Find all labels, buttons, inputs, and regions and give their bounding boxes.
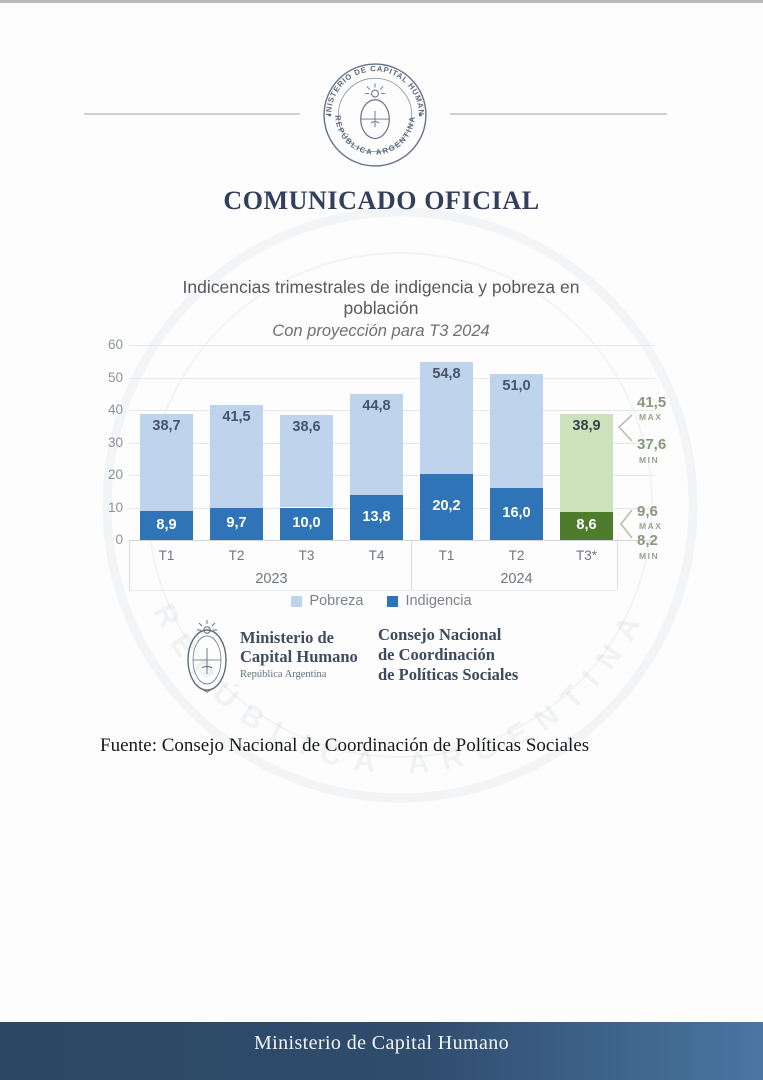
ministry-subline: República Argentina [240, 669, 327, 680]
axis-band-divider [617, 541, 618, 590]
indigencia-value-label: 13,8 [362, 508, 391, 525]
indigencia-value-label: 10,0 [292, 514, 321, 531]
x-axis-quarter-label: T3 [298, 548, 315, 563]
indigencia-bar-segment [350, 495, 403, 540]
legend-swatch-icon [291, 595, 303, 607]
legend-label: Pobreza [309, 593, 364, 609]
council-name-line3: de Políticas Sociales [378, 665, 519, 684]
pobreza-bar-segment [210, 405, 263, 509]
gridline [129, 345, 655, 346]
indigencia-bar-segment [140, 511, 193, 540]
header-rule-right [450, 113, 667, 115]
footer-bar: Ministerio de Capital Humano [0, 1022, 763, 1080]
legend-label: Indigencia [405, 593, 472, 609]
pobreza-bar-segment [140, 414, 193, 512]
indigencia-bar-segment [560, 512, 613, 540]
footer-title: Ministerio de Capital Humano [253, 1032, 510, 1054]
annotation-max-value: 9,6 [637, 503, 658, 520]
legend-swatch-icon [387, 595, 399, 607]
ministry-name-line1: Ministerio de [240, 628, 334, 647]
indigencia-value-label: 9,7 [226, 515, 247, 532]
total-value-label: 38,7 [152, 418, 181, 435]
annotation-max-tag: MAX [639, 412, 663, 422]
x-axis-quarter-label: T2 [228, 548, 245, 563]
pobreza-bar-segment [490, 374, 543, 488]
y-axis-tick-label: 20 [107, 467, 123, 482]
top-border [0, 0, 763, 3]
axis-band-divider [129, 541, 130, 590]
chart-header: Indicencias trimestrales de indigencia y… [151, 277, 611, 341]
indigencia-value-label: 8,9 [156, 516, 177, 533]
chart-legend: Pobreza Indigencia [0, 593, 763, 609]
annotation-max-value: 41,5 [637, 394, 667, 411]
total-value-label: 54,8 [432, 365, 461, 382]
annotation-brace-icon [617, 414, 633, 539]
x-axis-quarter-label: T1 [158, 548, 175, 563]
indigencia-bar-segment [280, 507, 333, 540]
x-axis-quarter-label: T2 [508, 548, 525, 563]
gridline [129, 377, 655, 379]
annotation-min-tag: MIN [639, 551, 660, 561]
chart-subtitle: Con proyección para T3 2024 [272, 322, 490, 340]
ministry-logo-text: Ministerio de Capital Humano República A… [240, 628, 358, 680]
source-note: Fuente: Consejo Nacional de Coordinación… [100, 735, 590, 756]
header-rule-left [84, 113, 300, 115]
y-axis-tick-label: 0 [115, 532, 123, 547]
indigencia-value-label: 16,0 [502, 505, 531, 521]
x-axis-quarter-label: T3* [575, 548, 597, 563]
council-logo-text: Consejo Nacional de Coordinación de Polí… [378, 625, 518, 685]
gridline [129, 540, 655, 541]
x-axis-year-label: 2023 [255, 571, 288, 587]
y-axis-tick-label: 60 [107, 337, 123, 352]
total-value-label: 38,6 [292, 418, 321, 435]
ministry-logo-icon [187, 620, 227, 693]
annotation-max-tag: MAX [639, 521, 663, 531]
total-value-label: 44,8 [362, 398, 391, 415]
indigencia-bar-segment [420, 474, 473, 540]
y-axis-tick-label: 10 [107, 499, 123, 515]
total-value-label: 38,9 [572, 417, 601, 434]
annotation-min-value: 37,6 [637, 436, 667, 453]
indigencia-bar-segment [490, 488, 543, 540]
y-axis-tick-label: 50 [107, 369, 123, 385]
annotation-min-value: 8,2 [637, 532, 658, 549]
logos-row: Ministerio de Capital Humano República A… [0, 617, 763, 697]
axis-band-bottom-border [129, 590, 617, 591]
indigencia-value-label: 8,6 [576, 517, 597, 534]
page-title: COMUNICADO OFICIAL [223, 186, 540, 215]
council-name-line2: de Coordinación [378, 645, 495, 664]
pobreza-bar-segment [280, 414, 333, 508]
total-value-label: 51,0 [502, 378, 531, 395]
legend-item: Pobreza [291, 593, 363, 609]
pobreza-bar-segment [350, 394, 403, 496]
ministry-name-line2: Capital Humano [240, 647, 358, 666]
total-value-label: 41,5 [222, 409, 251, 426]
ministry-seal-icon: MINISTERIO DE CAPITAL HUMANO REPÚBLICA A… [322, 62, 427, 167]
legend-item: Indigencia [387, 593, 472, 609]
x-axis-quarter-label: T1 [438, 548, 455, 563]
coat-of-arms-icon [360, 83, 390, 140]
chart-title: Indicencias trimestrales de indigencia y… [182, 277, 580, 318]
pobreza-bar-segment [420, 361, 473, 475]
y-axis-tick-label: 30 [107, 434, 123, 450]
x-axis-year-label: 2024 [500, 571, 533, 587]
council-name-line1: Consejo Nacional [378, 625, 502, 644]
x-axis-quarter-label: T4 [368, 548, 385, 563]
indigencia-value-label: 20,2 [432, 498, 461, 515]
indigencia-bar-segment [210, 508, 263, 540]
y-axis-tick-label: 40 [107, 402, 123, 417]
pobreza-bar-segment [560, 413, 613, 513]
axis-band-divider [411, 541, 412, 590]
annotation-min-tag: MIN [639, 455, 660, 465]
